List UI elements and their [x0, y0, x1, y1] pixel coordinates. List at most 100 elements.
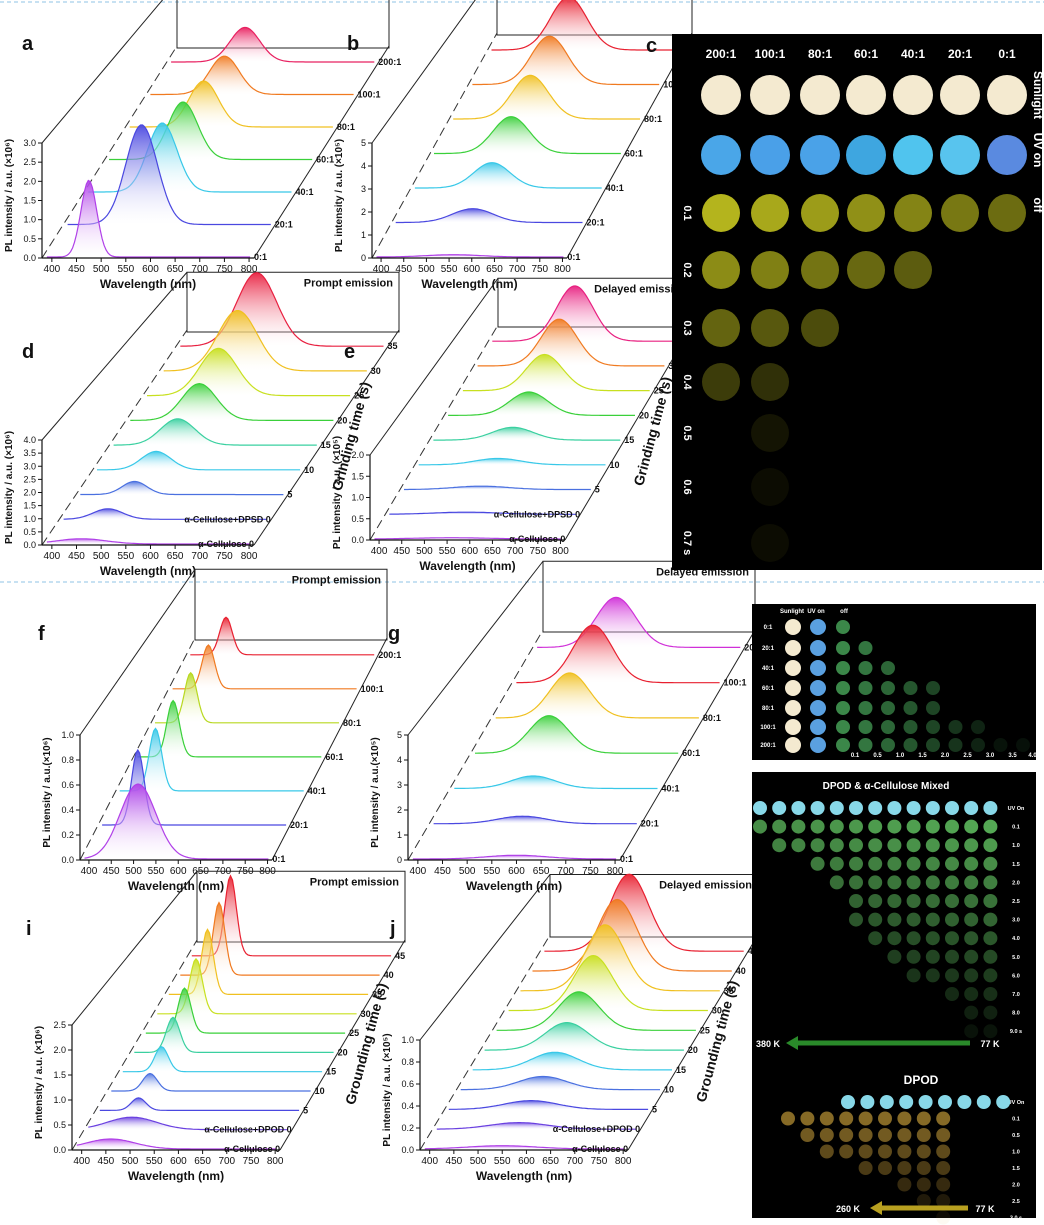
sample-glow-k-top: [829, 819, 844, 834]
x-tick-label: 450: [68, 264, 85, 275]
arrow-head-top: [786, 1036, 798, 1050]
series-line-i-4: [122, 1046, 323, 1073]
sample-glow-k-top: [925, 931, 940, 946]
row-label-k-bottom: 0.5: [1012, 1133, 1020, 1139]
sample-glow-k-top: [849, 875, 863, 890]
panel-header-f: Prompt emission: [292, 574, 382, 586]
sample-glow-k-bottom: [839, 1111, 854, 1126]
series-fill-j-0: [424, 1145, 625, 1149]
side-label-c: Sunlight: [1031, 71, 1044, 119]
series-label-d-7: 30: [371, 366, 381, 376]
x-tick-label: 800: [607, 866, 624, 877]
x-tick-label: 700: [507, 546, 524, 557]
x-tick-label: 400: [410, 866, 427, 877]
series-fill-i-5: [134, 1017, 334, 1053]
x-tick-label: 400: [44, 551, 61, 562]
sample-uv-k: [753, 801, 767, 815]
row-label-k-bottom: 2.0: [1012, 1183, 1020, 1189]
sample-glow-k-top: [945, 931, 959, 946]
sample-glow-k-bottom: [897, 1161, 912, 1175]
sample-glow-k-bottom: [916, 1161, 931, 1175]
series-label-b-2: 40:1: [606, 183, 624, 193]
series-label-f-1: 20:1: [290, 820, 308, 830]
sample-glow-h: [836, 681, 850, 695]
series-line-j-6: [496, 991, 696, 1031]
sample-glow-h: [1016, 738, 1030, 752]
series-label-i-5: 20: [338, 1047, 348, 1057]
series-line-g-0: [412, 854, 617, 860]
sample-glow-k-top: [906, 894, 921, 908]
series-label-j-8: 35: [724, 986, 734, 996]
sample-glow-h: [903, 681, 918, 695]
x-tick-label: 700: [509, 264, 526, 275]
sample-glow-h: [881, 661, 895, 675]
y-axis-label-j: PL intensity / a.u. (×10⁵): [382, 1033, 393, 1146]
sample-afterglow: [847, 251, 885, 289]
photo-bg-c: [672, 34, 1042, 570]
sample-glow-h: [926, 701, 940, 715]
x-tick-label: 600: [508, 866, 525, 877]
sample-glow-k-top: [868, 819, 883, 834]
y-tick-label: 4.0: [23, 435, 36, 445]
row-label-h: 0:1: [764, 625, 773, 631]
series-label-a-0: 0:1: [254, 252, 267, 262]
x-tick-label: 500: [93, 551, 110, 562]
panel-letter-f: f: [38, 623, 45, 645]
x-tick-label: 600: [170, 1156, 187, 1167]
series-label-f-5: 100:1: [361, 684, 384, 694]
sample-glow-k-bottom: [897, 1128, 912, 1142]
x-tick-label: 750: [531, 264, 548, 275]
series-line-g-5: [516, 624, 720, 684]
series-label-e-2: 5: [595, 485, 600, 495]
sample-glow-k-top: [868, 875, 883, 890]
sample-uv-h: [810, 737, 826, 753]
depth-axis: [371, 32, 498, 259]
time-label-h: 1.0: [896, 753, 905, 759]
row-label-k-top: 2.5: [1012, 899, 1020, 905]
sample-glow-k-top: [945, 838, 959, 853]
series-label-i-3: 10: [315, 1086, 325, 1096]
sample-glow-k-top: [906, 838, 921, 853]
x-tick-label: 550: [441, 264, 458, 275]
x-tick-label: 700: [191, 264, 208, 275]
series-fill-d-2: [80, 481, 284, 495]
x-tick-label: 800: [267, 1156, 284, 1167]
sample-glow-k-top: [983, 875, 998, 890]
series-label-e-1: α-Cellulose+DPSD 0: [494, 509, 580, 519]
sample-afterglow: [702, 194, 740, 232]
sample-sunlight-h: [785, 640, 801, 656]
series-fill-a-6: [171, 27, 375, 62]
sample-glow-k-top: [868, 894, 883, 908]
back-box-f: [194, 568, 388, 641]
series-line-f-5: [172, 644, 357, 690]
series-label-a-6: 200:1: [378, 57, 401, 67]
series-fill-g-5: [516, 625, 720, 683]
sample-glow-k-top: [906, 856, 921, 871]
series-fill-j-9: [532, 899, 732, 971]
y-tick-label: 0: [361, 253, 366, 263]
series-line-j-3: [460, 1075, 660, 1091]
col-label-c: 20:1: [948, 47, 972, 61]
sample-glow-k-bottom: [858, 1111, 873, 1126]
sample-glow-h: [926, 681, 940, 695]
sample-glow-k-top: [849, 819, 863, 834]
series-fill-i-1: [88, 1117, 288, 1130]
sample-glow-k-top: [772, 838, 787, 853]
sample-glow-h: [836, 661, 850, 675]
panel-letter-i: i: [26, 918, 32, 940]
y-tick-label: 3.0: [23, 461, 36, 471]
sample-glow-k-top: [887, 894, 902, 908]
series-label-a-5: 100:1: [358, 89, 381, 99]
series-label-f-2: 40:1: [308, 786, 326, 796]
sample-glow-k-top: [925, 949, 940, 964]
row-label-h: 40:1: [762, 666, 775, 672]
y-tick-label: 0.0: [351, 535, 364, 545]
y-tick-label: 3.0: [23, 138, 36, 148]
sample-glow-k-top: [887, 856, 902, 871]
sample-glow-h: [881, 738, 895, 752]
series-label-e-3: 10: [610, 460, 620, 470]
y-tick-label: 1.5: [23, 501, 36, 511]
x-tick-label: 650: [167, 264, 184, 275]
series-line-d-7: [163, 310, 367, 372]
sample-glow-k-top: [964, 987, 979, 1001]
